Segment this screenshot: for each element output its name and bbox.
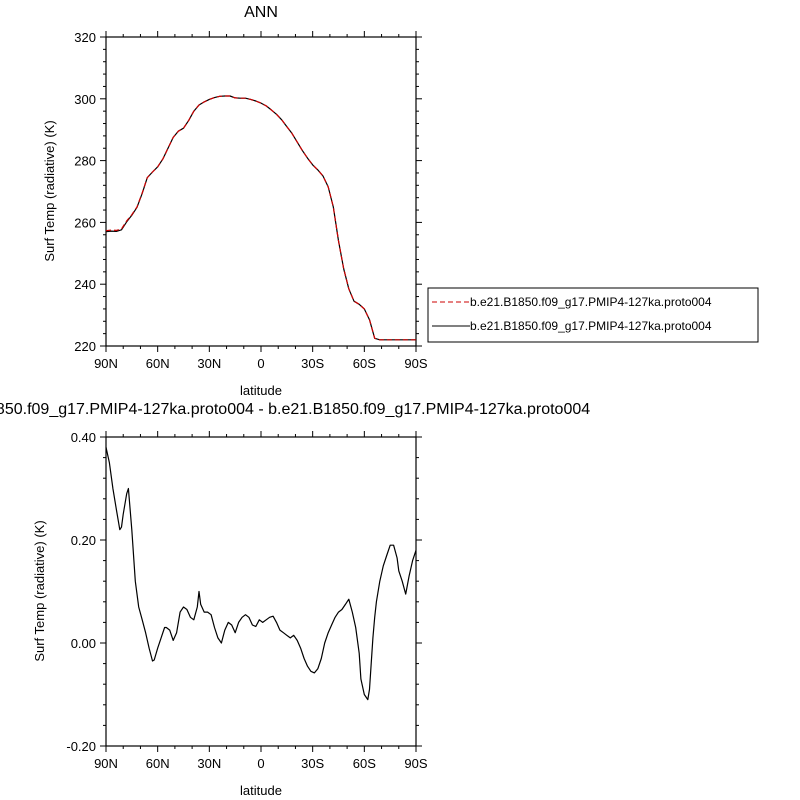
legend-box [427, 287, 759, 343]
series-line-solid [105, 447, 417, 701]
top-panel: ANN 220 240 260 280 300 320 90N 60N 30N 0 30S 60S 9… [42, 4, 428, 398]
top-plot-frame [105, 36, 417, 347]
y-tick-label: 320 [74, 30, 96, 45]
bottom-y-axis-label: Surf Temp (radiative) (K) [32, 520, 47, 661]
legend-label-1: b.e21.B1850.f09_g17.PMIP4-127ka.proto004 [470, 295, 712, 309]
x-tick-label: 30S [301, 356, 324, 371]
series-line-solid [105, 95, 416, 341]
x-tick-label: 90N [94, 756, 118, 771]
x-tick-label: 30N [197, 756, 221, 771]
y-tick-label: 0.00 [71, 636, 96, 651]
bottom-x-axis-label: latitude [240, 783, 282, 798]
x-tick-label: 0 [257, 356, 264, 371]
x-tick-label: 30N [197, 356, 221, 371]
x-tick-label: 60S [353, 356, 376, 371]
top-y-axis-label: Surf Temp (radiative) (K) [42, 120, 57, 261]
y-tick-label: -0.20 [66, 739, 96, 754]
y-tick-label: 240 [74, 277, 96, 292]
x-tick-label: 90S [404, 356, 427, 371]
x-tick-label: 90S [404, 756, 427, 771]
bottom-plot-frame [105, 436, 417, 747]
top-chart-title: ANN [244, 4, 278, 21]
bottom-chart-title: b.e21.B1850.f09_g17.PMIP4-127ka.proto004… [0, 401, 590, 418]
x-tick-label: 60N [146, 756, 170, 771]
y-tick-label: 220 [74, 339, 96, 354]
top-x-axis-label: latitude [240, 383, 282, 398]
bottom-panel: b.e21.B1850.f09_g17.PMIP4-127ka.proto004… [0, 401, 590, 798]
y-tick-label: 300 [74, 92, 96, 107]
legend-label-2: b.e21.B1850.f09_g17.PMIP4-127ka.proto004 [470, 319, 712, 333]
x-tick-label: 0 [257, 756, 264, 771]
y-tick-label: 0.20 [71, 533, 96, 548]
series-line-dashed [105, 95, 416, 341]
y-tick-label: 0.40 [71, 430, 96, 445]
y-tick-label: 260 [74, 215, 96, 230]
x-tick-label: 60S [353, 756, 376, 771]
legend: b.e21.B1850.f09_g17.PMIP4-127ka.proto004… [427, 287, 759, 343]
x-tick-label: 90N [94, 356, 118, 371]
y-tick-label: 280 [74, 154, 96, 169]
x-tick-label: 60N [146, 356, 170, 371]
x-tick-label: 30S [301, 756, 324, 771]
